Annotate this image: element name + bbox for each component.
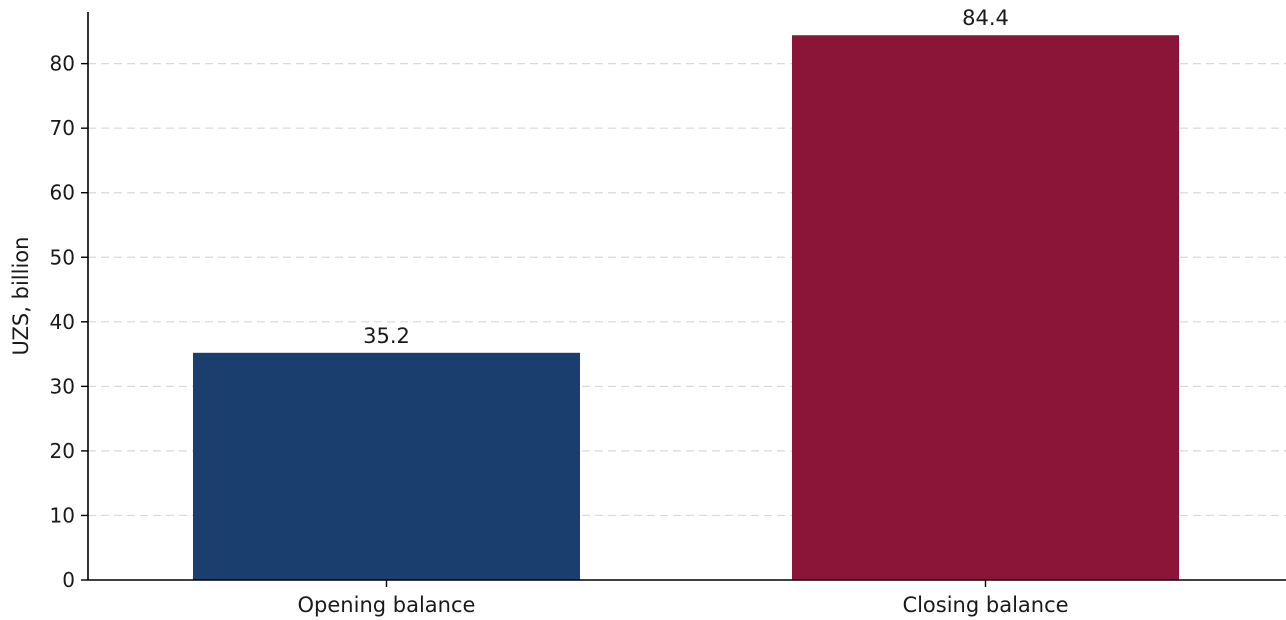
y-tick-label-20: 20: [50, 439, 75, 463]
y-tick-label-80: 80: [50, 52, 75, 76]
y-axis-title: UZS, billion: [9, 237, 33, 356]
bars: [193, 35, 1179, 580]
y-tick-label-40: 40: [50, 310, 75, 334]
bar-closing-balance: [792, 35, 1179, 580]
value-label-0: 35.2: [363, 324, 410, 348]
axes: [87, 12, 1286, 581]
y-tick-label-0: 0: [62, 568, 75, 592]
bar-opening-balance: [193, 352, 580, 580]
x-tick-label-1: Closing balance: [902, 593, 1068, 617]
y-tick-label-30: 30: [50, 374, 75, 398]
y-tick-label-60: 60: [50, 181, 75, 205]
value-labels: 35.2 84.4: [363, 6, 1009, 348]
y-tick-label-10: 10: [50, 503, 75, 527]
x-tick-labels: Opening balance Closing balance: [298, 580, 1069, 617]
y-tick-labels: 0 10 20 30 40 50 60 70 80: [50, 52, 88, 592]
value-label-1: 84.4: [962, 6, 1009, 30]
y-tick-label-70: 70: [50, 116, 75, 140]
x-tick-label-0: Opening balance: [298, 593, 476, 617]
y-tick-label-50: 50: [50, 245, 75, 269]
